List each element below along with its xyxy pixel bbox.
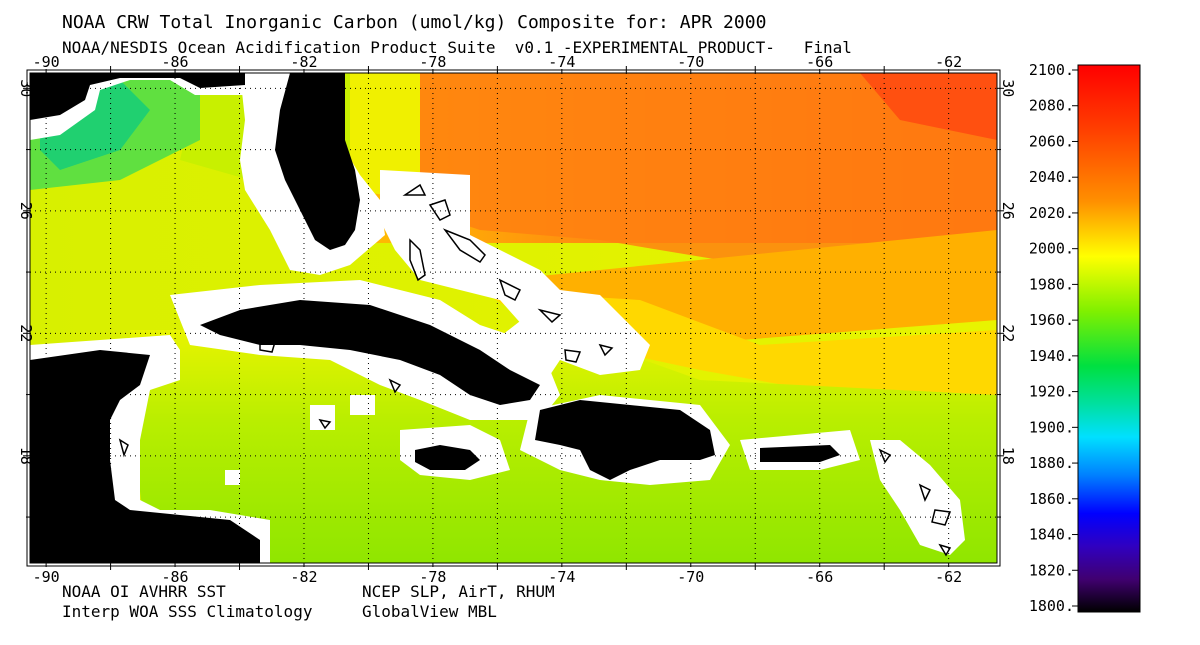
lat-label-right: 30 [999,79,1017,97]
land-puerto-rico [760,445,840,462]
colorbar-labels: 2100. 2080. 2060. 2040. 2020. 2000. 1980. 1960.… [1029,61,1078,615]
land-cuba [200,300,540,405]
lon-label-top: -78 [419,53,446,71]
colorbar-label: 1980. [1029,275,1074,293]
land-hispaniola [535,400,715,480]
axis-labels: -90 -90 -86 -86 -82 -82 -78 -78 -74 -74 -70 -70 -66 -… [17,53,1017,586]
colorbar-label: 1840. [1029,526,1074,544]
colorbar-label: 1940. [1029,347,1074,365]
lat-label-right: 22 [999,324,1017,342]
lat-label-right: 18 [999,447,1017,465]
colorbar-label: 2000. [1029,240,1074,258]
lon-label-bottom: -74 [548,568,575,586]
lon-label-bottom: -62 [935,568,962,586]
land-gulf-coast [30,73,245,120]
land-florida [275,73,360,250]
land-jamaica [415,445,480,470]
lon-label-top: -62 [935,53,962,71]
axis-ticks [23,66,1004,570]
colorbar-label: 1960. [1029,311,1074,329]
map-subtitle: NOAA/NESDIS Ocean Acidification Product … [62,38,852,57]
lon-label-bottom: -66 [806,568,833,586]
colorbar-label: 2020. [1029,204,1074,222]
lon-label-top: -82 [290,53,317,71]
lon-label-top: -74 [548,53,575,71]
lat-label-left: 30 [17,79,35,97]
colorbar-label: 1900. [1029,418,1074,436]
lon-label-bottom: -70 [677,568,704,586]
colorbar-label: 1880. [1029,454,1074,472]
lon-label-top: -66 [806,53,833,71]
land-yucatan-central-america [30,350,260,563]
lat-label-left: 26 [17,202,35,220]
island-outlines [118,183,952,557]
colorbar-label: 1860. [1029,490,1074,508]
lon-label-top: -90 [33,53,60,71]
atlantic-hot-spot [860,73,997,140]
colorbar-label: 2100. [1029,61,1074,79]
atlantic-warm-field [420,73,997,300]
colorbar-label: 2080. [1029,97,1074,115]
footer-co2-source: GlobalView MBL [362,602,497,621]
colorbar-label: 1800. [1029,597,1074,615]
lon-label-top: -70 [677,53,704,71]
colorbar-label: 1820. [1029,561,1074,579]
map-frame [29,72,998,564]
footer-sss-source: Interp WOA SSS Climatology [62,602,313,621]
colorbar-label: 2060. [1029,132,1074,150]
map-title: NOAA CRW Total Inorganic Carbon (umol/kg… [62,12,767,33]
florida-east-band [350,73,420,200]
footer-sst-source: NOAA OI AVHRR SST [62,582,226,601]
lon-label-bottom: -86 [162,568,189,586]
footer-met-source: NCEP SLP, AirT, RHUM [362,582,555,601]
colorbar [1077,64,1141,613]
lat-label-left: 18 [17,447,35,465]
lon-label-top: -86 [162,53,189,71]
colorbar-label: 2040. [1029,168,1074,186]
lon-label-bottom: -82 [290,568,317,586]
lat-label-left: 22 [17,324,35,342]
map-outer-frame [26,69,1001,567]
graticule [30,73,997,563]
map-field [30,73,997,563]
land-mask [30,73,840,563]
atlantic-orange-band [500,230,997,340]
lon-label-bottom: -78 [419,568,446,586]
colorbar-label: 1920. [1029,383,1074,401]
lat-label-right: 26 [999,202,1017,220]
lon-label-bottom: -90 [33,568,60,586]
